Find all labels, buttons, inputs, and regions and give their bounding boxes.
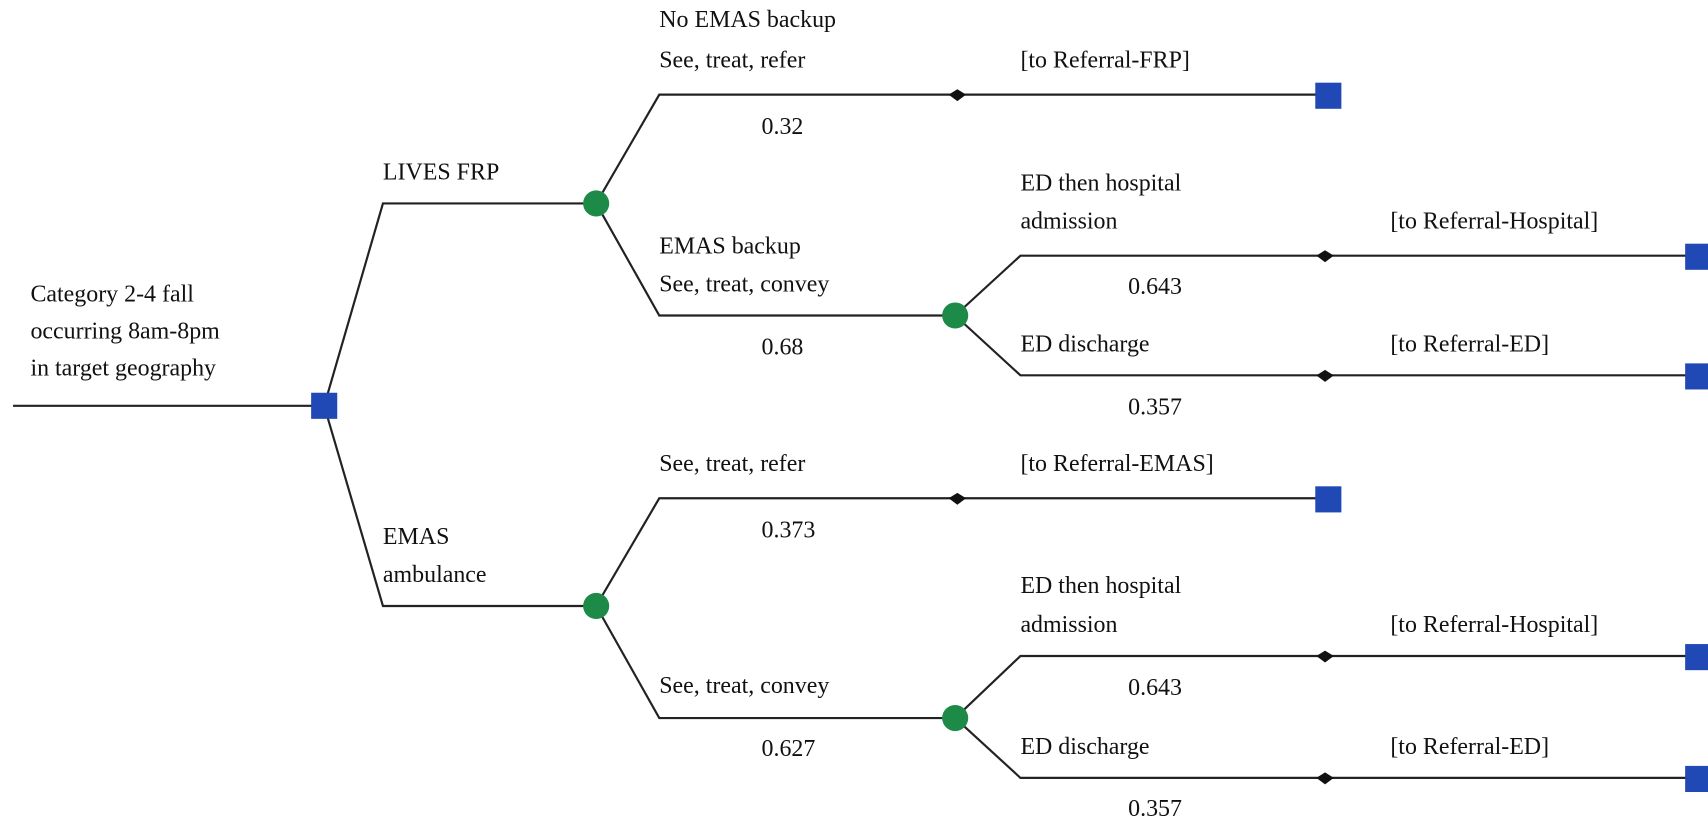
probability: 0.32 (762, 114, 804, 140)
chance-node (942, 704, 969, 732)
branch-label: ED discharge (1020, 331, 1149, 357)
terminal-label: [to Referral-EMAS] (1020, 451, 1213, 477)
terminal-label: [to Referral-Hospital] (1390, 209, 1598, 235)
terminal-node (1685, 765, 1708, 793)
probability: 0.643 (1128, 274, 1182, 300)
branch-line (595, 202, 956, 317)
root-label: in target geography (30, 355, 216, 381)
probability: 0.357 (1128, 395, 1182, 421)
marker (948, 492, 967, 505)
marker (1316, 250, 1334, 263)
probability: 0.357 (1128, 796, 1182, 822)
chance-node (583, 592, 610, 620)
chance-node (583, 190, 610, 217)
branch-line (954, 314, 1698, 377)
branch-label: See, treat, convey (659, 272, 829, 298)
branch-label: ED then hospital (1020, 170, 1181, 196)
root-label: occurring 8am-8pm (30, 318, 220, 344)
branch-line (323, 405, 597, 608)
markers (948, 89, 1334, 785)
branch-line (954, 254, 1698, 317)
branch-label: See, treat, refer (659, 451, 805, 477)
branch-line (323, 202, 597, 407)
terminal-label: [to Referral-FRP] (1020, 47, 1189, 73)
terminal-node (1315, 486, 1342, 513)
probability: 0.643 (1128, 675, 1182, 701)
branch-line (595, 497, 1328, 607)
branch-label: LIVES FRP (383, 160, 499, 186)
terminal-node (1685, 644, 1708, 671)
branch-label: No EMAS backup (659, 7, 836, 33)
branch-label: See, treat, convey (659, 673, 829, 699)
branch-label: admission (1020, 612, 1117, 638)
terminal-node (1315, 82, 1342, 109)
branch-label: ED discharge (1020, 734, 1149, 760)
marker (1316, 369, 1334, 382)
branch-label: ambulance (383, 562, 487, 588)
tree-lines (13, 93, 1698, 779)
probability: 0.373 (762, 517, 816, 543)
probability: 0.68 (762, 335, 804, 361)
marker (1316, 650, 1334, 663)
branch-line (954, 717, 1698, 779)
terminal-label: [to Referral-Hospital] (1390, 612, 1598, 638)
branch-label: admission (1020, 209, 1117, 235)
terminal-label: [to Referral-ED] (1390, 734, 1549, 760)
marker (1316, 772, 1334, 785)
branch-label: See, treat, refer (659, 47, 805, 73)
terminal-node (1685, 243, 1708, 270)
chance-node (942, 302, 969, 329)
decision-node (311, 392, 338, 419)
root-label: Category 2-4 fall (30, 281, 194, 307)
branch-line (595, 93, 1328, 204)
branch-label: EMAS backup (659, 234, 801, 260)
marker (948, 89, 967, 102)
terminal-label: [to Referral-ED] (1390, 331, 1549, 357)
branch-label: ED then hospital (1020, 573, 1181, 599)
branch-line (954, 654, 1698, 719)
probability: 0.627 (762, 736, 816, 762)
branch-label: EMAS (383, 524, 449, 550)
branch-line (595, 605, 956, 720)
terminal-node (1685, 363, 1708, 390)
